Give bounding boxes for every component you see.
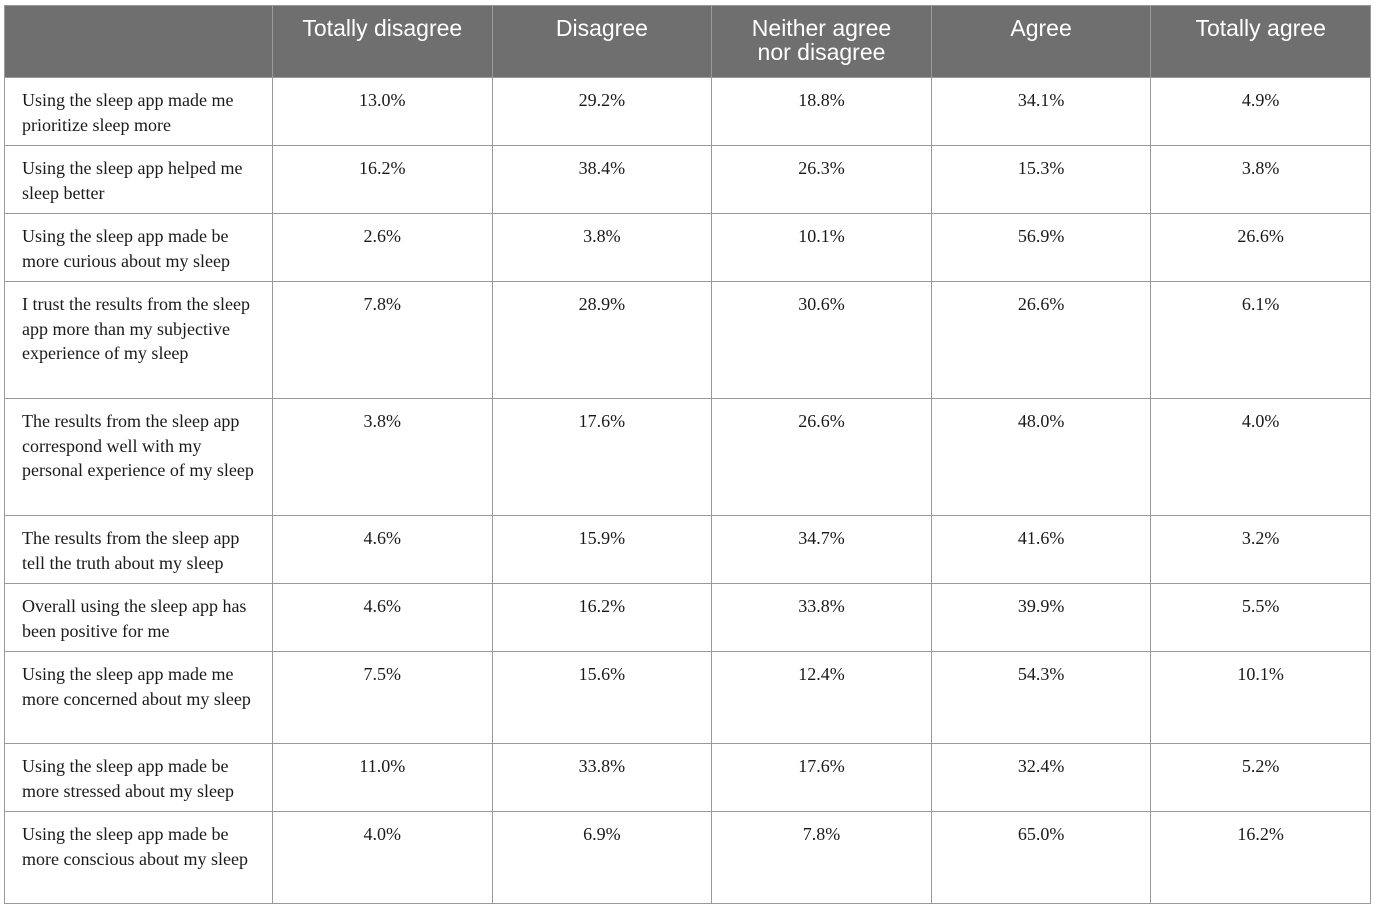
value-cell: 4.6%	[272, 515, 493, 584]
value-cell: 17.6%	[491, 398, 713, 516]
value-cell: 56.9%	[930, 213, 1152, 282]
row-label: Using the sleep app made be more curious…	[4, 213, 273, 282]
header-cell: Neither agree nor disagree	[711, 5, 932, 78]
value-cell: 26.6%	[930, 281, 1152, 399]
row-label: Using the sleep app helped me sleep bett…	[4, 145, 273, 214]
value-cell: 34.1%	[930, 77, 1152, 146]
value-cell: 7.5%	[272, 651, 493, 744]
value-cell: 54.3%	[930, 651, 1152, 744]
value-cell: 11.0%	[272, 743, 493, 812]
row-label: Using the sleep app made me more concern…	[4, 651, 273, 744]
value-cell: 34.7%	[711, 515, 932, 584]
table-row: Using the sleep app helped me sleep bett…	[4, 145, 1371, 214]
value-cell: 4.0%	[272, 811, 493, 904]
value-cell: 16.2%	[272, 145, 493, 214]
value-cell: 4.9%	[1150, 77, 1371, 146]
row-label: Using the sleep app made be more conscio…	[4, 811, 273, 904]
value-cell: 12.4%	[711, 651, 932, 744]
value-cell: 33.8%	[491, 743, 713, 812]
row-label: The results from the sleep app correspon…	[4, 398, 273, 516]
row-label: Using the sleep app made be more stresse…	[4, 743, 273, 812]
value-cell: 28.9%	[491, 281, 713, 399]
value-cell: 18.8%	[711, 77, 932, 146]
row-label: I trust the results from the sleep app m…	[4, 281, 273, 399]
value-cell: 16.2%	[1150, 811, 1371, 904]
value-cell: 16.2%	[491, 583, 713, 652]
table-row: Using the sleep app made be more curious…	[4, 213, 1371, 282]
value-cell: 41.6%	[930, 515, 1152, 584]
value-cell: 4.0%	[1150, 398, 1371, 516]
row-label: Overall using the sleep app has been pos…	[4, 583, 273, 652]
table-row: Using the sleep app made be more conscio…	[4, 811, 1371, 904]
value-cell: 6.1%	[1150, 281, 1371, 399]
value-cell: 2.6%	[272, 213, 493, 282]
table-row: I trust the results from the sleep app m…	[4, 281, 1371, 399]
value-cell: 7.8%	[272, 281, 493, 399]
header-cell: Totally disagree	[272, 5, 493, 78]
value-cell: 32.4%	[930, 743, 1152, 812]
header-cell: Disagree	[491, 5, 713, 78]
value-cell: 26.3%	[711, 145, 932, 214]
header-cell-empty	[4, 5, 273, 78]
value-cell: 48.0%	[930, 398, 1152, 516]
value-cell: 17.6%	[711, 743, 932, 812]
row-label: The results from the sleep app tell the …	[4, 515, 273, 584]
header-cell: Agree	[930, 5, 1152, 78]
row-label: Using the sleep app made me prioritize s…	[4, 77, 273, 146]
value-cell: 3.8%	[1150, 145, 1371, 214]
value-cell: 5.5%	[1150, 583, 1371, 652]
value-cell: 5.2%	[1150, 743, 1371, 812]
value-cell: 10.1%	[711, 213, 932, 282]
table-row: The results from the sleep app tell the …	[4, 515, 1371, 584]
value-cell: 33.8%	[711, 583, 932, 652]
value-cell: 15.6%	[491, 651, 713, 744]
value-cell: 29.2%	[491, 77, 713, 146]
value-cell: 39.9%	[930, 583, 1152, 652]
value-cell: 38.4%	[491, 145, 713, 214]
value-cell: 26.6%	[711, 398, 932, 516]
value-cell: 6.9%	[491, 811, 713, 904]
header-row: Totally disagree Disagree Neither agree …	[4, 5, 1371, 78]
value-cell: 30.6%	[711, 281, 932, 399]
value-cell: 15.3%	[930, 145, 1152, 214]
value-cell: 3.2%	[1150, 515, 1371, 584]
value-cell: 26.6%	[1150, 213, 1371, 282]
value-cell: 3.8%	[491, 213, 713, 282]
table-row: Using the sleep app made me prioritize s…	[4, 77, 1371, 146]
table-row: Overall using the sleep app has been pos…	[4, 583, 1371, 652]
table-row: Using the sleep app made be more stresse…	[4, 743, 1371, 812]
table-row: The results from the sleep app correspon…	[4, 398, 1371, 516]
survey-results-table: Totally disagree Disagree Neither agree …	[4, 5, 1371, 904]
value-cell: 7.8%	[711, 811, 932, 904]
table-row: Using the sleep app made me more concern…	[4, 651, 1371, 744]
value-cell: 15.9%	[491, 515, 713, 584]
value-cell: 4.6%	[272, 583, 493, 652]
value-cell: 3.8%	[272, 398, 493, 516]
header-cell: Totally agree	[1150, 5, 1371, 78]
value-cell: 65.0%	[930, 811, 1152, 904]
value-cell: 10.1%	[1150, 651, 1371, 744]
value-cell: 13.0%	[272, 77, 493, 146]
